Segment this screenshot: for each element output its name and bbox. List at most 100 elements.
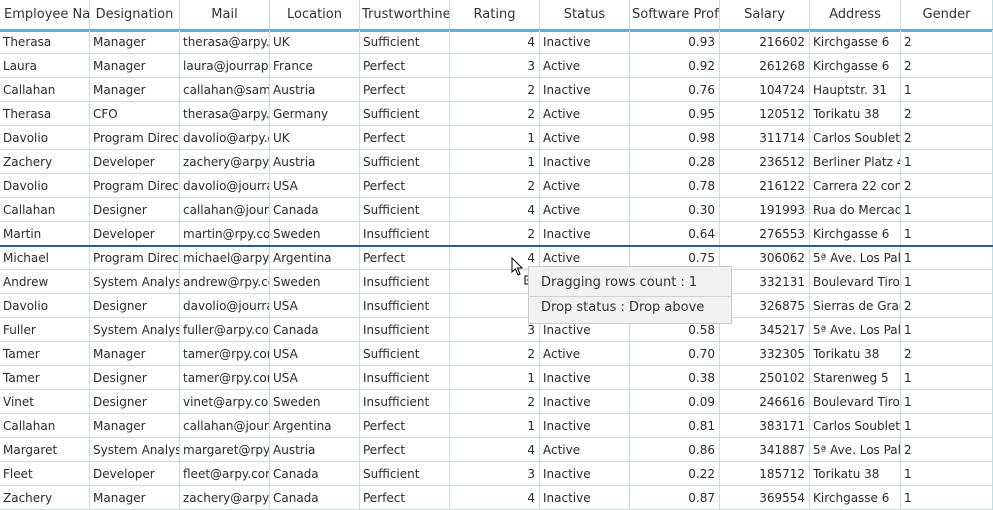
cell-employee-name[interactable]: Laura bbox=[0, 54, 90, 78]
cell-employee-name[interactable]: Therasa bbox=[0, 30, 90, 54]
cell-salary[interactable]: 246616 bbox=[720, 390, 810, 414]
cell-mail[interactable]: therasa@arpy.com bbox=[180, 30, 270, 54]
cell-salary[interactable]: 191993 bbox=[720, 198, 810, 222]
cell-address[interactable]: 5ª Ave. Los Palos bbox=[810, 246, 901, 270]
table-row[interactable]: TherasaCFOtherasa@arpy.comGermanySuffici… bbox=[0, 102, 993, 126]
cell-mail[interactable]: tamer@rpy.com bbox=[180, 366, 270, 390]
cell-address[interactable]: Kirchgasse 6 bbox=[810, 222, 901, 246]
cell-software-proficiency[interactable]: 0.09 bbox=[630, 390, 720, 414]
cell-designation[interactable]: Designer bbox=[90, 294, 180, 318]
cell-mail[interactable]: zachery@arpy.com bbox=[180, 150, 270, 174]
table-row[interactable]: ZacheryDeveloperzachery@arpy.comAustriaS… bbox=[0, 150, 993, 174]
cell-software-proficiency[interactable]: 0.64 bbox=[630, 222, 720, 246]
cell-designation[interactable]: Designer bbox=[90, 366, 180, 390]
cell-trustworthiness[interactable]: Perfect bbox=[360, 246, 450, 270]
cell-rating[interactable]: 4 bbox=[450, 198, 540, 222]
cell-gender[interactable]: 2 bbox=[901, 342, 993, 366]
cell-address[interactable]: Starenweg 5 bbox=[810, 366, 901, 390]
cell-address[interactable]: 5ª Ave. Los Palos bbox=[810, 438, 901, 462]
cell-designation[interactable]: System Analyst bbox=[90, 270, 180, 294]
cell-employee-name[interactable]: Vinet bbox=[0, 390, 90, 414]
cell-mail[interactable]: martin@rpy.com bbox=[180, 222, 270, 246]
cell-salary[interactable]: 250102 bbox=[720, 366, 810, 390]
cell-software-proficiency[interactable]: 0.76 bbox=[630, 78, 720, 102]
cell-location[interactable]: Sweden bbox=[270, 270, 360, 294]
cell-designation[interactable]: Manager bbox=[90, 54, 180, 78]
cell-employee-name[interactable]: Tamer bbox=[0, 366, 90, 390]
table-row[interactable]: CallahanManagercallahan@jourrapide.comAr… bbox=[0, 414, 993, 438]
cell-gender[interactable]: 1 bbox=[901, 486, 993, 510]
cell-employee-name[interactable]: Andrew bbox=[0, 270, 90, 294]
cell-address[interactable]: Torikatu 38 bbox=[810, 102, 901, 126]
cell-gender[interactable]: 2 bbox=[901, 294, 993, 318]
cell-address[interactable]: 5ª Ave. Los Palos bbox=[810, 318, 901, 342]
cell-designation[interactable]: Developer bbox=[90, 150, 180, 174]
column-header-gender[interactable]: Gender bbox=[901, 0, 993, 29]
cell-location[interactable]: France bbox=[270, 54, 360, 78]
cell-employee-name[interactable]: Margaret bbox=[0, 438, 90, 462]
cell-gender[interactable]: 2 bbox=[901, 438, 993, 462]
cell-salary[interactable]: 261268 bbox=[720, 54, 810, 78]
cell-location[interactable]: USA bbox=[270, 342, 360, 366]
cell-mail[interactable]: therasa@arpy.com bbox=[180, 102, 270, 126]
cell-software-proficiency[interactable]: 0.78 bbox=[630, 174, 720, 198]
cell-salary[interactable]: 216602 bbox=[720, 30, 810, 54]
cell-rating[interactable]: 3 bbox=[450, 54, 540, 78]
cell-gender[interactable]: 1 bbox=[901, 366, 993, 390]
cell-mail[interactable]: vinet@arpy.com bbox=[180, 390, 270, 414]
cell-trustworthiness[interactable]: Perfect bbox=[360, 54, 450, 78]
cell-gender[interactable]: 2 bbox=[901, 174, 993, 198]
cell-trustworthiness[interactable]: Sufficient bbox=[360, 462, 450, 486]
column-header-address[interactable]: Address bbox=[810, 0, 901, 29]
cell-rating[interactable]: 4 bbox=[450, 30, 540, 54]
cell-employee-name[interactable]: Therasa bbox=[0, 102, 90, 126]
cell-mail[interactable]: margaret@rpy.com bbox=[180, 438, 270, 462]
cell-mail[interactable]: davolio@jourrapide.com bbox=[180, 294, 270, 318]
cell-gender[interactable]: 2 bbox=[901, 54, 993, 78]
cell-gender[interactable]: 2 bbox=[901, 126, 993, 150]
cell-salary[interactable]: 104724 bbox=[720, 78, 810, 102]
cell-location[interactable]: UK bbox=[270, 126, 360, 150]
table-row[interactable]: MartinDevelopermartin@rpy.comSwedenInsuf… bbox=[0, 222, 993, 246]
cell-status[interactable]: Inactive bbox=[540, 222, 630, 246]
cell-designation[interactable]: Manager bbox=[90, 30, 180, 54]
cell-designation[interactable]: Designer bbox=[90, 198, 180, 222]
cell-salary[interactable]: 185712 bbox=[720, 462, 810, 486]
cell-address[interactable]: Torikatu 38 bbox=[810, 462, 901, 486]
cell-status[interactable]: Active bbox=[540, 54, 630, 78]
cell-salary[interactable]: 216122 bbox=[720, 174, 810, 198]
cell-designation[interactable]: Manager bbox=[90, 342, 180, 366]
cell-software-proficiency[interactable]: 0.92 bbox=[630, 54, 720, 78]
cell-address[interactable]: Carrera 22 con Ave bbox=[810, 174, 901, 198]
cell-software-proficiency[interactable]: 0.95 bbox=[630, 102, 720, 126]
cell-designation[interactable]: System Analyst bbox=[90, 318, 180, 342]
cell-trustworthiness[interactable]: Insufficient bbox=[360, 390, 450, 414]
table-row[interactable]: Tamer Manager tamer@rpy.com USA Sufficient 2 A… bbox=[0, 342, 993, 366]
cell-salary[interactable]: 326875 bbox=[720, 294, 810, 318]
cell-designation[interactable]: Manager bbox=[90, 78, 180, 102]
cell-salary[interactable]: 120512 bbox=[720, 102, 810, 126]
cell-rating[interactable]: 1 bbox=[450, 414, 540, 438]
cell-employee-name[interactable]: Callahan bbox=[0, 198, 90, 222]
cell-address[interactable]: Boulevard Tirou bbox=[810, 270, 901, 294]
cell-address[interactable]: Boulevard Tirou bbox=[810, 390, 901, 414]
cell-rating[interactable]: 4 bbox=[450, 246, 540, 270]
cell-salary[interactable]: 306062 bbox=[720, 246, 810, 270]
cell-mail[interactable]: laura@jourrapide.com bbox=[180, 54, 270, 78]
cell-address[interactable]: Berliner Platz 43 bbox=[810, 150, 901, 174]
cell-trustworthiness[interactable]: Sufficient bbox=[360, 198, 450, 222]
column-header-mail[interactable]: Mail bbox=[180, 0, 270, 29]
cell-employee-name[interactable]: Callahan bbox=[0, 78, 90, 102]
cell-mail[interactable]: andrew@rpy.com bbox=[180, 270, 270, 294]
cell-status[interactable]: Active bbox=[540, 342, 630, 366]
cell-address[interactable]: Sierras de Granada bbox=[810, 294, 901, 318]
cell-employee-name[interactable]: Davolio bbox=[0, 126, 90, 150]
cell-location[interactable]: Canada bbox=[270, 318, 360, 342]
cell-designation[interactable]: Manager bbox=[90, 414, 180, 438]
cell-trustworthiness[interactable]: Perfect bbox=[360, 174, 450, 198]
cell-trustworthiness[interactable]: Perfect bbox=[360, 78, 450, 102]
cell-trustworthiness[interactable]: Perfect bbox=[360, 438, 450, 462]
cell-location[interactable]: Canada bbox=[270, 198, 360, 222]
